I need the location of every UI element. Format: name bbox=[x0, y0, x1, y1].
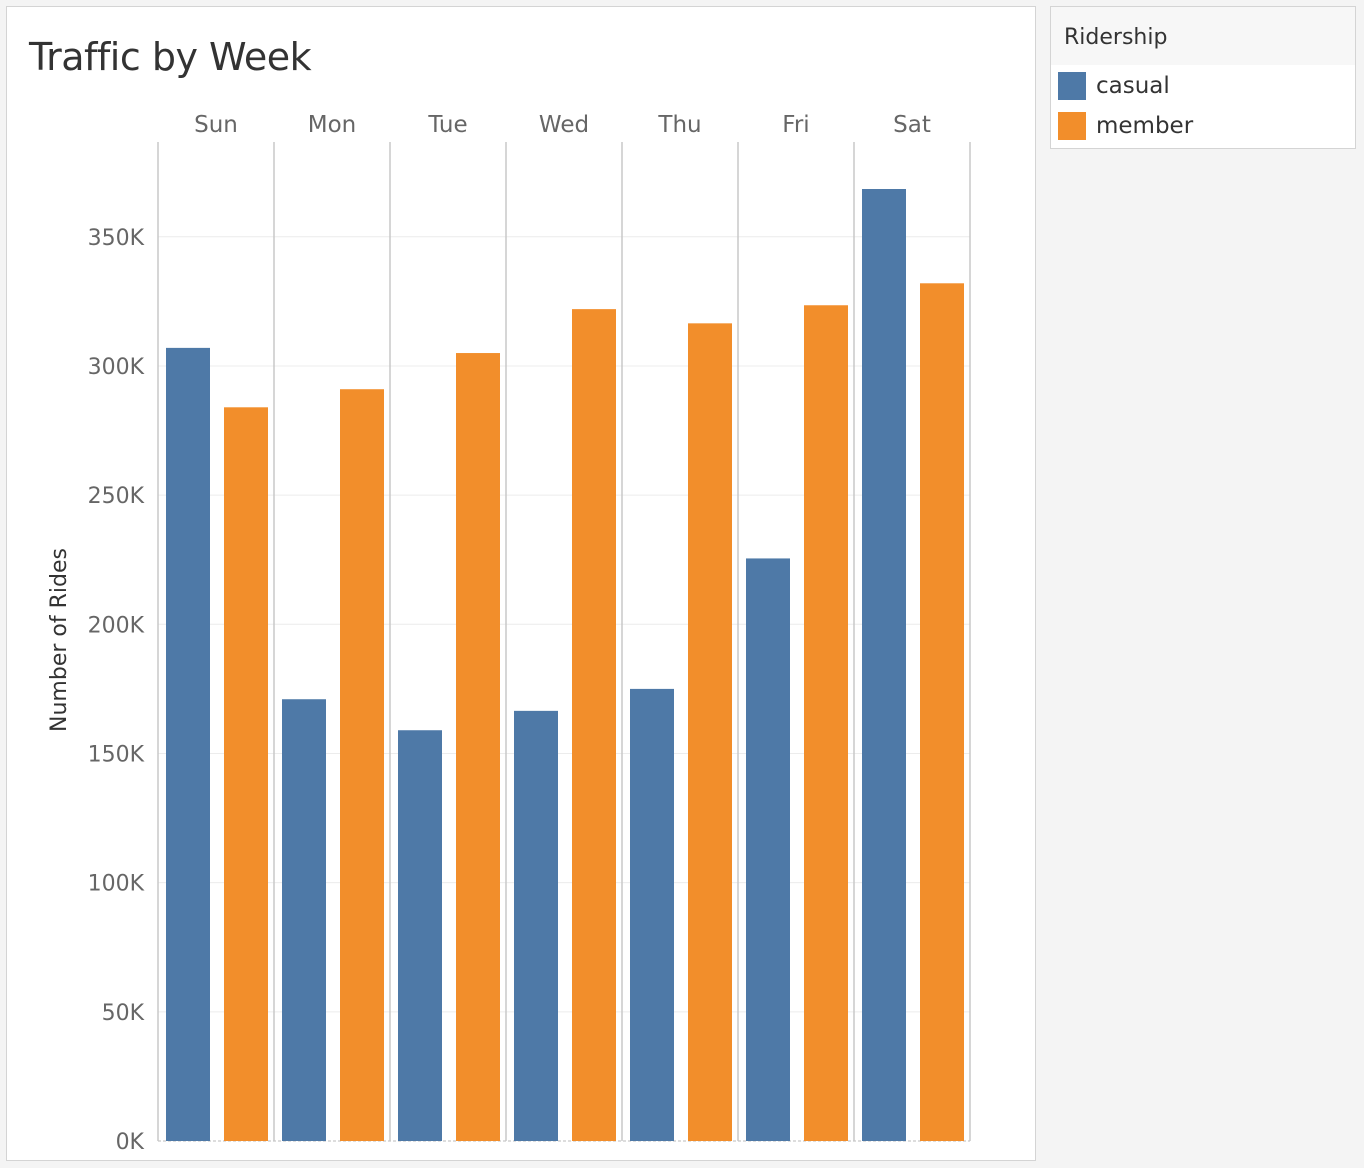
y-tick-label: 200K bbox=[88, 613, 145, 638]
x-category-label: Sun bbox=[194, 112, 238, 138]
bar-chart: 0K 50K 100K 150K 200K 250K 300K 350K Sun Mon Tue We… bbox=[47, 112, 971, 1155]
bar-casual-wed bbox=[514, 710, 558, 1141]
legend: Ridership casual member bbox=[1050, 6, 1356, 149]
legend-item-member[interactable]: member bbox=[1058, 111, 1193, 141]
legend-label-member: member bbox=[1096, 113, 1194, 139]
y-tick-label: 100K bbox=[88, 872, 145, 897]
legend-swatch-member bbox=[1058, 112, 1086, 140]
chart-title: Traffic by Week bbox=[29, 35, 312, 79]
y-tick-label: 50K bbox=[102, 1001, 145, 1026]
bar-member-sat bbox=[920, 283, 964, 1142]
bar-casual-mon bbox=[282, 699, 326, 1141]
worksheet-panel: Traffic by Week 0K 50K 100K 150K 200K 250K 300… bbox=[6, 6, 1036, 1161]
x-category-label: Sat bbox=[893, 112, 931, 138]
x-category-label: Tue bbox=[427, 112, 467, 138]
y-tick-label: 0K bbox=[116, 1130, 145, 1155]
y-tick-label: 350K bbox=[88, 226, 145, 251]
x-category-label: Mon bbox=[308, 112, 357, 138]
y-tick-label: 150K bbox=[88, 742, 145, 767]
bar-casual-thu bbox=[630, 688, 674, 1141]
y-axis-title: Number of Rides bbox=[47, 548, 72, 732]
y-tick-label: 250K bbox=[88, 484, 145, 509]
bar-member-tue bbox=[456, 353, 500, 1142]
legend-title: Ridership bbox=[1051, 7, 1355, 65]
bar-member-fri bbox=[804, 305, 848, 1141]
legend-item-casual[interactable]: casual bbox=[1058, 71, 1170, 101]
bar-member-sun bbox=[224, 407, 268, 1141]
bar-member-thu bbox=[688, 323, 732, 1141]
bar-member-wed bbox=[572, 309, 616, 1141]
bar-casual-sun bbox=[166, 347, 210, 1141]
legend-swatch-casual bbox=[1058, 72, 1086, 100]
x-category-label: Fri bbox=[782, 112, 809, 138]
x-category-label: Wed bbox=[539, 112, 589, 138]
bar-casual-sat bbox=[862, 189, 906, 1141]
bar-casual-fri bbox=[746, 558, 790, 1141]
bar-member-mon bbox=[340, 389, 384, 1141]
y-tick-label: 300K bbox=[88, 355, 145, 380]
legend-label-casual: casual bbox=[1096, 73, 1170, 99]
bar-casual-tue bbox=[398, 730, 442, 1141]
x-category-label: Thu bbox=[657, 112, 701, 138]
